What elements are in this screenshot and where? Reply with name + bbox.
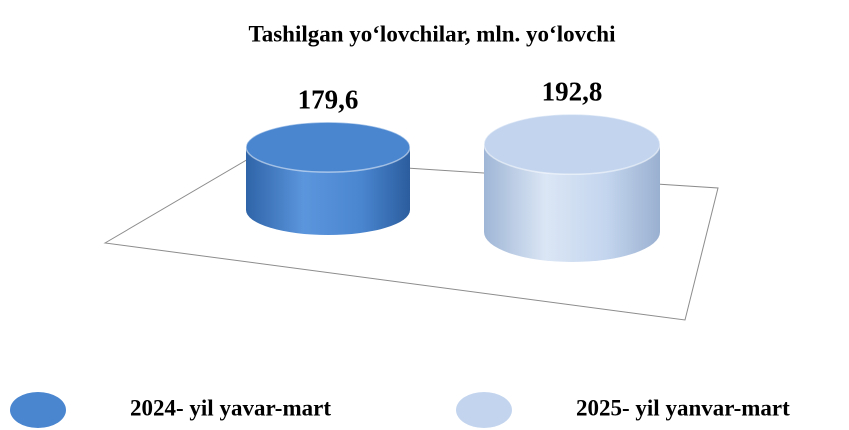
data-label: 192,8 <box>542 76 603 106</box>
cylinder <box>245 121 411 235</box>
legend-label: 2024- yil yavar-mart <box>130 395 331 420</box>
cylinder <box>483 113 661 262</box>
legend-swatch <box>456 392 512 428</box>
floor <box>103 157 719 321</box>
cylinder-top <box>483 113 661 176</box>
legend-label: 2025- yil yanvar-mart <box>576 395 790 420</box>
legend-swatch <box>10 392 66 428</box>
cylinder-body <box>484 144 660 262</box>
chart-title: Tashilgan yo‘lovchilar, mln. yo‘lovchi <box>248 21 616 46</box>
cylinder-top <box>245 121 411 173</box>
data-label: 179,6 <box>298 84 359 114</box>
